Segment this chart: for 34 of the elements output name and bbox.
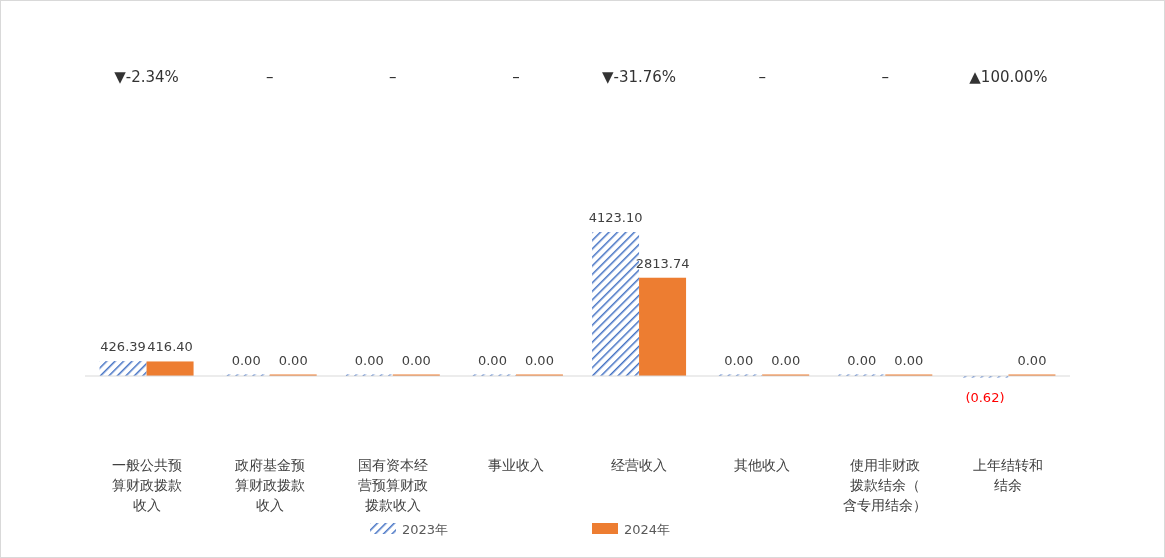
text: – [265, 68, 274, 86]
data-label: 0.00 [278, 352, 308, 368]
data-label: 0.00 [354, 352, 384, 368]
data-label: 416.40 [147, 339, 193, 355]
data-label: 0.00 [771, 352, 801, 368]
data-label: 0.00 [1017, 352, 1047, 368]
data-label: 0.00 [477, 352, 507, 368]
legend-label: 2023年 [402, 522, 449, 537]
x-tick-label: 事业收入 [487, 457, 544, 473]
text: – [512, 68, 520, 86]
data-label: 0.00 [894, 352, 924, 368]
data-label: 4123.10 [588, 210, 643, 225]
x-tick-label: 政府基金预算财政拨款收入 [234, 457, 305, 513]
x-tick-label: 使用非财政拨款结余（含专用结余） [843, 457, 928, 513]
text: – [389, 68, 397, 86]
text: ▼-31.76% [601, 68, 677, 86]
x-tick-label: 经营收入 [611, 457, 668, 473]
data-label: 0.00 [401, 352, 431, 368]
data-label: 0.00 [524, 352, 554, 368]
legend-label: 2024年 [624, 522, 671, 537]
data-label: 0.00 [724, 352, 754, 368]
data-label: 426.39 [100, 339, 146, 355]
x-tick-label: 国有资本经营预算财政拨款收入 [357, 457, 428, 513]
data-label: 2813.74 [635, 255, 690, 271]
x-tick-label: 上年结转和结余 [973, 457, 1044, 493]
text: – [758, 68, 766, 86]
data-label: 0.00 [847, 352, 877, 368]
text: – [881, 68, 890, 86]
x-tick-label: 一般公共预算财政拨款收入 [111, 457, 182, 513]
data-label: (0.62) [965, 389, 1005, 405]
data-label: 0.00 [231, 352, 261, 368]
x-tick-label: 其他收入 [734, 457, 791, 473]
text: ▼-2.34% [114, 68, 179, 86]
text: ▲100.00% [969, 68, 1048, 86]
